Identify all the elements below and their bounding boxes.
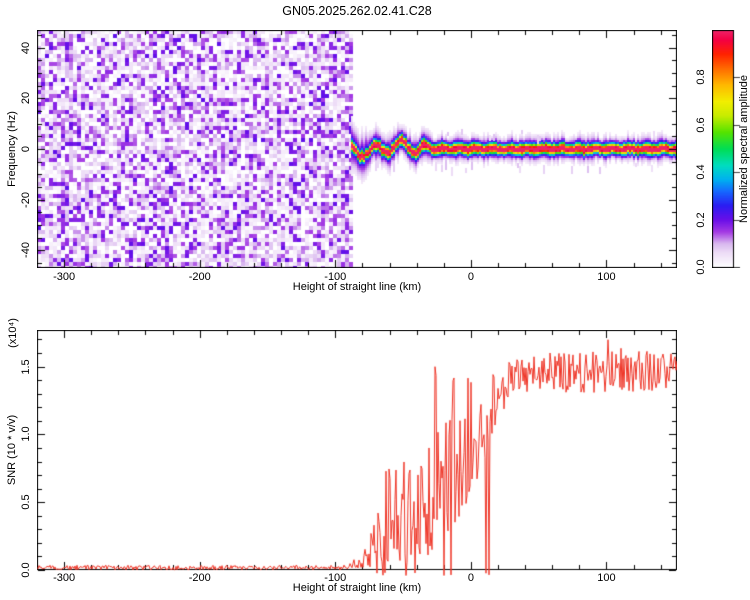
snr-y-tick-label: 1.5 (20, 358, 32, 375)
colorbar-tick-label: 0.2 (695, 211, 707, 228)
snr-x-tick-label: -300 (53, 572, 76, 584)
spectrogram-y-tick-label: 40 (20, 41, 32, 54)
snr-x-tick-label: -100 (324, 572, 347, 584)
spectrogram-x-tick-label: -100 (324, 271, 347, 283)
spectrogram-y-axis-title: Frequency (Hz) (6, 111, 18, 187)
snr-y-tick-label: 0.5 (20, 494, 32, 510)
figure-title: GN05.2025.262.02.41.C28 (282, 4, 432, 18)
colorbar-tick-label: 0.4 (695, 164, 707, 180)
spectrogram-y-tick-label: -20 (20, 191, 32, 208)
snr-x-tick-label: 100 (597, 572, 616, 584)
snr-y-tick-label: 1.0 (20, 426, 32, 443)
snr-x-tick-label: 0 (467, 572, 474, 584)
snr-y-tick-label: 0.0 (20, 562, 32, 578)
colorbar-canvas (712, 30, 742, 268)
spectrogram-x-tick-label: 0 (467, 271, 474, 283)
spectrogram-y-tick-label: 0 (20, 145, 32, 153)
colorbar-title: Normalized spectral amplitude (738, 75, 750, 223)
spectrogram-x-tick-label: -200 (188, 271, 211, 283)
spectrogram-canvas (37, 30, 677, 268)
spectrogram-x-tick-label: 100 (597, 271, 616, 283)
spectrogram-x-tick-label: -300 (53, 271, 76, 283)
spectrogram-y-tick-label: -40 (20, 242, 32, 259)
colorbar-tick-label: 0.8 (695, 69, 707, 86)
colorbar-tick-label: 0.6 (695, 117, 707, 133)
snr-y-axis-title: SNR (10 * v/v) (6, 414, 18, 486)
snr-x-tick-label: -200 (188, 572, 211, 584)
snr-x-axis-title: Height of straight line (km) (292, 582, 422, 594)
snr-plot-canvas (37, 330, 677, 576)
spectrogram-x-axis-title: Height of straight line (km) (292, 281, 422, 293)
spectrogram-y-tick-label: 20 (20, 92, 32, 105)
snr-y-axis-scale-note: (x10⁴) (7, 318, 19, 348)
colorbar-tick-label: 0.0 (695, 259, 707, 275)
